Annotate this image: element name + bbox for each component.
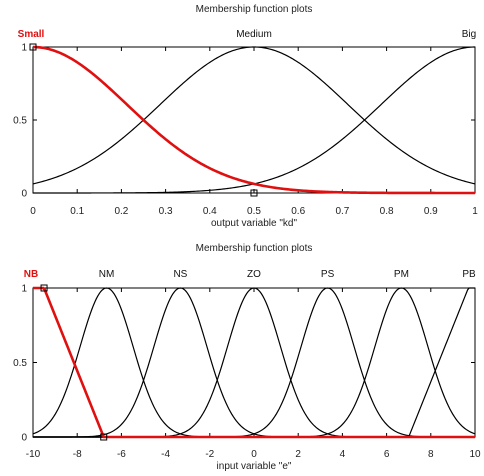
- mf-label-nm[interactable]: NM: [99, 269, 115, 280]
- axes-box: [32, 287, 476, 438]
- x-tick-label: 6: [384, 449, 390, 460]
- mf-curve-ns[interactable]: [33, 287, 475, 438]
- x-tick-label: 10: [469, 449, 481, 460]
- e-membership-plot: Membership function plots -10 -8 -6 -4 -2 0 2 4 6…: [13, 243, 481, 472]
- x-tick-label: 0.1: [70, 206, 84, 217]
- mf-label-big[interactable]: Big: [462, 29, 476, 40]
- mf-curve-ps[interactable]: [33, 287, 475, 438]
- mf-handle[interactable]: [40, 284, 48, 292]
- y-tick-label: 0: [21, 433, 27, 444]
- mf-label-ps[interactable]: PS: [321, 269, 335, 280]
- mf-handle[interactable]: [29, 43, 37, 51]
- x-axis-label: output variable "kd": [211, 218, 297, 229]
- mf-handle[interactable]: [100, 433, 108, 441]
- y-tick-label: 1: [21, 284, 27, 295]
- x-tick-label: -8: [73, 449, 82, 460]
- x-tick-label: 0.5: [247, 206, 261, 217]
- mf-handle[interactable]: [250, 189, 258, 197]
- mf-label-zo[interactable]: ZO: [247, 269, 261, 280]
- mf-curve-pm[interactable]: [33, 287, 476, 438]
- x-tick-label: 8: [428, 449, 434, 460]
- mf-curve-zo[interactable]: [33, 287, 475, 438]
- x-tick-label: 2: [295, 449, 301, 460]
- x-axis-label: input variable "e": [217, 461, 292, 472]
- x-tick-label: -10: [26, 449, 41, 460]
- x-tick-label: 0.9: [424, 206, 438, 217]
- plot-title: Membership function plots: [196, 4, 313, 15]
- x-tick-label: 4: [340, 449, 346, 460]
- mf-curve-small[interactable]: [32, 45, 475, 195]
- mf-curve-medium[interactable]: [32, 46, 476, 185]
- mf-curve-nb[interactable]: [33, 286, 475, 439]
- y-tick-label: 1: [21, 43, 27, 54]
- kd-membership-plot: Membership function plots 0 0.1 0.2 0.3 0.4 0.…: [13, 4, 478, 229]
- x-tick-label: 0: [30, 206, 36, 217]
- x-tick-label: 0.6: [291, 206, 305, 217]
- x-tick-label: 0.2: [114, 206, 128, 217]
- plot-title: Membership function plots: [196, 243, 313, 254]
- x-tick-label: 0.8: [380, 206, 394, 217]
- x-tick-label: 0.7: [335, 206, 349, 217]
- mf-label-ns[interactable]: NS: [173, 269, 187, 280]
- x-tick-label: 0: [251, 449, 257, 460]
- mf-label-small[interactable]: Small: [18, 29, 45, 40]
- mf-curve-big[interactable]: [33, 46, 476, 194]
- x-tick-label: -6: [117, 449, 126, 460]
- mf-label-medium[interactable]: Medium: [236, 29, 272, 40]
- mf-curve-nm[interactable]: [32, 287, 475, 438]
- x-tick-label: -4: [161, 449, 170, 460]
- x-tick-label: -2: [205, 449, 214, 460]
- mf-label-pm[interactable]: PM: [394, 269, 409, 280]
- y-tick-label: 0.5: [13, 358, 27, 369]
- axes-box: [32, 46, 476, 194]
- y-tick-label: 0: [21, 189, 27, 200]
- x-tick-label: 0.4: [203, 206, 217, 217]
- mf-curve-pb[interactable]: [33, 287, 475, 438]
- x-tick-label: 0.3: [159, 206, 173, 217]
- mf-label-pb[interactable]: PB: [462, 269, 476, 280]
- mf-label-nb[interactable]: NB: [24, 269, 38, 280]
- y-tick-label: 0.5: [13, 116, 27, 127]
- x-tick-label: 1: [472, 206, 478, 217]
